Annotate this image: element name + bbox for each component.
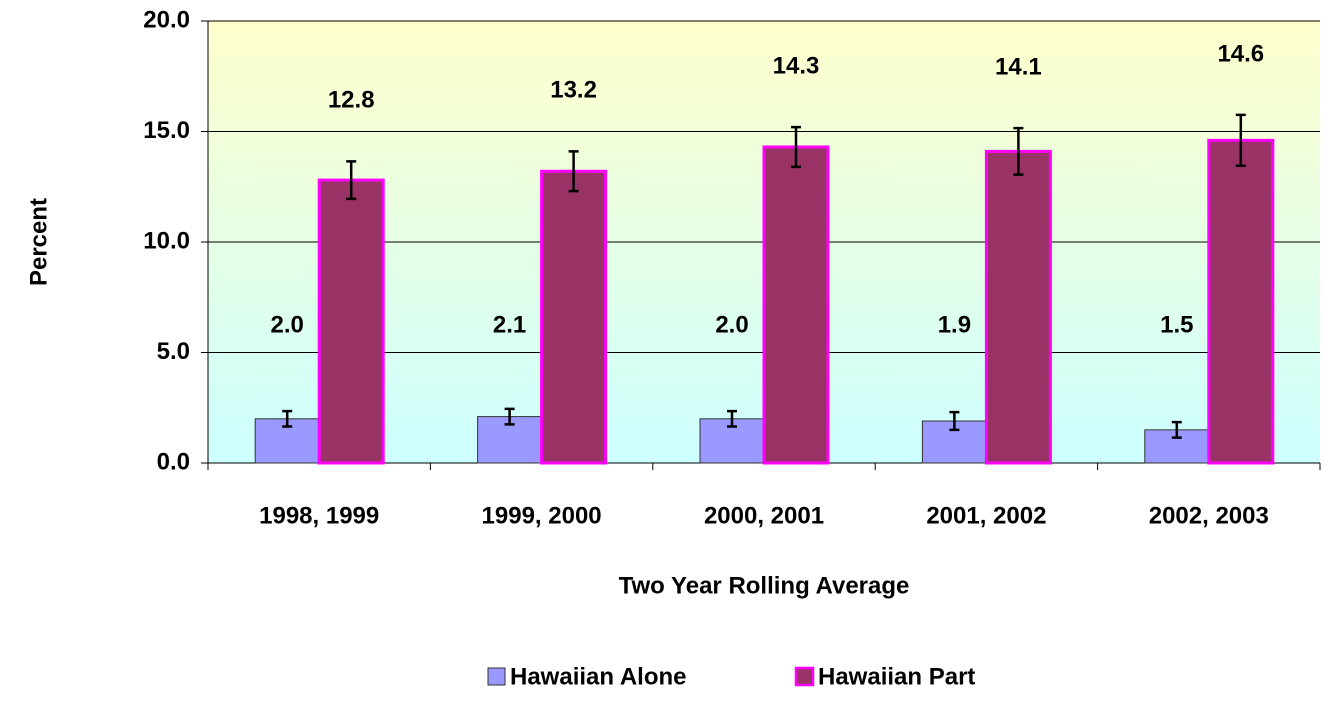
error-bar: [791, 125, 801, 169]
data-label: 2.1: [493, 311, 526, 338]
x-tick-label: 2000, 2001: [704, 502, 824, 529]
bar: [540, 169, 608, 465]
error-bar: [727, 409, 737, 428]
legend-swatch: [487, 667, 506, 686]
error-bar: [568, 150, 579, 193]
data-label: 14.6: [1217, 40, 1264, 67]
x-tick-label: 1999, 2000: [482, 502, 602, 529]
error-bar: [282, 409, 293, 428]
x-axis-title: Two Year Rolling Average: [619, 572, 910, 599]
y-axis-title: Percent: [25, 198, 52, 286]
legend-label: Hawaiian Part: [818, 663, 975, 690]
y-tick-label: 15.0: [143, 117, 190, 144]
bar: [1207, 138, 1275, 465]
error-bar: [949, 410, 960, 432]
data-label: 2.0: [715, 311, 748, 338]
data-label: 1.5: [1160, 311, 1193, 338]
error-bar: [1171, 420, 1182, 439]
error-bar: [504, 407, 515, 426]
legend-label: Hawaiian Alone: [510, 663, 686, 690]
error-bar: [346, 160, 357, 201]
data-label: 12.8: [328, 87, 375, 114]
data-label: 2.0: [271, 311, 304, 338]
bar: [984, 149, 1052, 465]
data-label: 14.1: [995, 54, 1042, 81]
error-bar: [1235, 113, 1246, 168]
y-tick-label: 10.0: [143, 227, 190, 254]
y-tick-label: 0.0: [157, 448, 190, 475]
bar: [762, 145, 830, 465]
data-label: 14.3: [773, 52, 820, 79]
x-tick-label: 1998, 1999: [259, 502, 379, 529]
x-tick-label: 2002, 2003: [1149, 502, 1269, 529]
bar: [317, 178, 385, 465]
y-tick-label: 5.0: [157, 338, 190, 365]
legend-swatch: [794, 666, 815, 687]
data-label: 13.2: [550, 77, 597, 104]
error-bar: [1013, 126, 1024, 176]
y-tick-label: 20.0: [143, 6, 190, 33]
x-tick-label: 2001, 2002: [926, 502, 1046, 529]
data-label: 1.9: [938, 311, 971, 338]
